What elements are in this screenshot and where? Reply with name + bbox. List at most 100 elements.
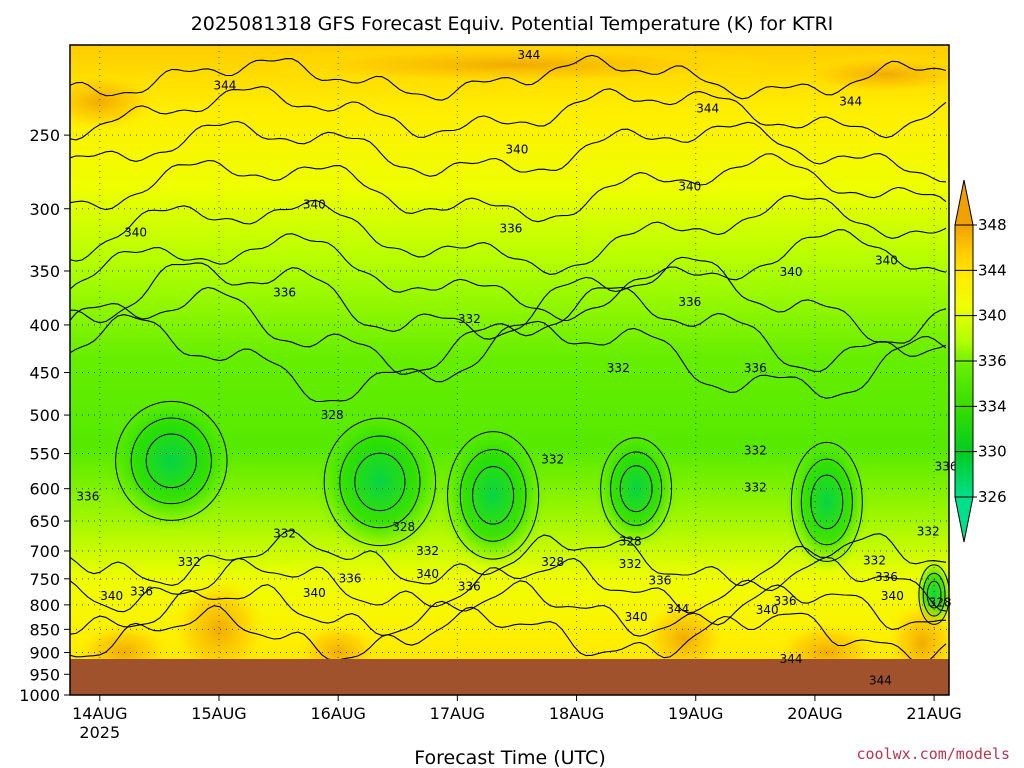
contour-closed — [339, 435, 421, 529]
contour-label: 336 — [744, 361, 767, 375]
contour-label: 336 — [76, 490, 99, 504]
contour-closed — [447, 431, 540, 560]
y-tick-label: 600 — [29, 480, 60, 499]
colorbar-label: 336 — [978, 352, 1007, 370]
contour-closed — [800, 458, 853, 546]
contour-label: 340 — [756, 603, 779, 617]
contour-label: 340 — [505, 142, 528, 156]
green-region-1 — [314, 406, 446, 557]
y-tick-label: 400 — [29, 316, 60, 335]
contour-label: 344 — [213, 78, 236, 92]
contour-label: 340 — [124, 225, 147, 239]
contour-label: 340 — [780, 265, 803, 279]
y-tick-label: 950 — [29, 665, 60, 684]
contour-closed — [918, 564, 949, 625]
colorbar: 326 330 334 336 340 344 348 — [954, 179, 1007, 543]
x-tick-label: 17AUG — [430, 704, 485, 723]
contour-label: 340 — [678, 180, 701, 194]
y-tick-label: 750 — [29, 570, 60, 589]
colorbar-label: 344 — [978, 261, 1007, 279]
contour-line-upper — [70, 86, 947, 141]
contour-label: 336 — [678, 295, 701, 309]
contour-label: 332 — [744, 480, 767, 494]
contour-label: 336 — [458, 579, 481, 593]
contour-label: 328 — [619, 535, 642, 549]
y-tick-label: 700 — [29, 542, 60, 561]
contour-label: 332 — [416, 544, 439, 558]
warm-region-1 — [171, 574, 267, 685]
contour-closed — [472, 466, 515, 525]
y-tick-label: 450 — [29, 364, 60, 383]
x-tick-label: 16AUG — [310, 704, 365, 723]
contour-label: 344 — [839, 94, 862, 108]
green-region-4 — [785, 431, 869, 572]
warm-region-7 — [70, 71, 160, 132]
contour-closed — [619, 465, 653, 513]
contour-label: 332 — [178, 555, 201, 569]
colorbar-label: 334 — [978, 397, 1007, 415]
contour-label: 344 — [869, 674, 892, 688]
x-tick-label: 18AUG — [549, 704, 604, 723]
y-tick-label: 500 — [29, 406, 60, 425]
x-tick-label: 14AUG — [72, 704, 127, 723]
contour-closed — [926, 580, 942, 609]
y-tick-label: 900 — [29, 643, 60, 662]
x-tick-label: 19AUG — [668, 704, 723, 723]
contour-label: 344 — [666, 602, 689, 616]
contour-line-lower — [70, 556, 947, 614]
contour-closed — [323, 417, 437, 547]
contour-label: 332 — [917, 524, 940, 538]
terrain-below-ground — [70, 659, 949, 695]
contour-label: 336 — [649, 573, 672, 587]
green-region-2 — [439, 420, 547, 571]
contour-label: 336 — [130, 585, 153, 599]
contours — [70, 54, 949, 666]
contour-line-lower — [70, 529, 947, 587]
credit-text[interactable]: coolwx.com/models — [856, 745, 1010, 763]
contour-label: 328 — [929, 595, 952, 609]
contour-label: 328 — [541, 555, 564, 569]
contour-label: 340 — [303, 586, 326, 600]
contour-closed — [145, 433, 197, 489]
contour-line-mid — [70, 256, 947, 344]
contour-closed — [459, 448, 527, 542]
contour-label: 332 — [273, 526, 296, 540]
plot-area — [70, 45, 949, 695]
contour-label: 344 — [780, 652, 803, 666]
contour-label: 336 — [500, 221, 523, 235]
contour-label: 340 — [303, 198, 326, 212]
contour-label: 332 — [458, 312, 481, 326]
contour-label: 340 — [100, 589, 123, 603]
contour-line-lower — [70, 605, 947, 666]
contour-line-mid — [70, 314, 947, 403]
y-tick-label: 550 — [29, 445, 60, 464]
y-tick-label: 1000 — [19, 686, 60, 705]
colorbar-label: 326 — [978, 488, 1007, 506]
contour-label: 328 — [392, 520, 415, 534]
y-tick-label: 300 — [29, 200, 60, 219]
x-axis-label: Forecast Time (UTC) — [414, 747, 605, 768]
green-region-3 — [594, 428, 678, 549]
colorbar-label: 340 — [978, 307, 1007, 325]
contour-closed — [810, 474, 844, 530]
contour-closed — [130, 417, 212, 505]
contour-line-upper — [70, 195, 947, 275]
y-tick-label: 250 — [29, 126, 60, 145]
contour-label: 332 — [744, 444, 767, 458]
contour-line-upper — [70, 120, 947, 183]
contour-label: 328 — [321, 408, 344, 422]
x-tick-label: 20AUG — [787, 704, 842, 723]
contour-label: 336 — [935, 460, 958, 474]
contour-closed — [600, 437, 673, 541]
colorbar-label: 348 — [978, 216, 1007, 234]
x-tick-sublabel: 2025 — [79, 723, 120, 742]
contour-label: 344 — [696, 101, 719, 115]
contour-label: 340 — [881, 589, 904, 603]
contour-label: 332 — [863, 554, 886, 568]
x-tick-label: 15AUG — [191, 704, 246, 723]
contour-label: 336 — [774, 594, 797, 608]
y-tick-label: 350 — [29, 262, 60, 281]
y-axis: 250 300 350 400 450 500 550 600 650 700 750 800 850 9… — [19, 126, 70, 705]
x-tick-label: 21AUG — [906, 704, 961, 723]
